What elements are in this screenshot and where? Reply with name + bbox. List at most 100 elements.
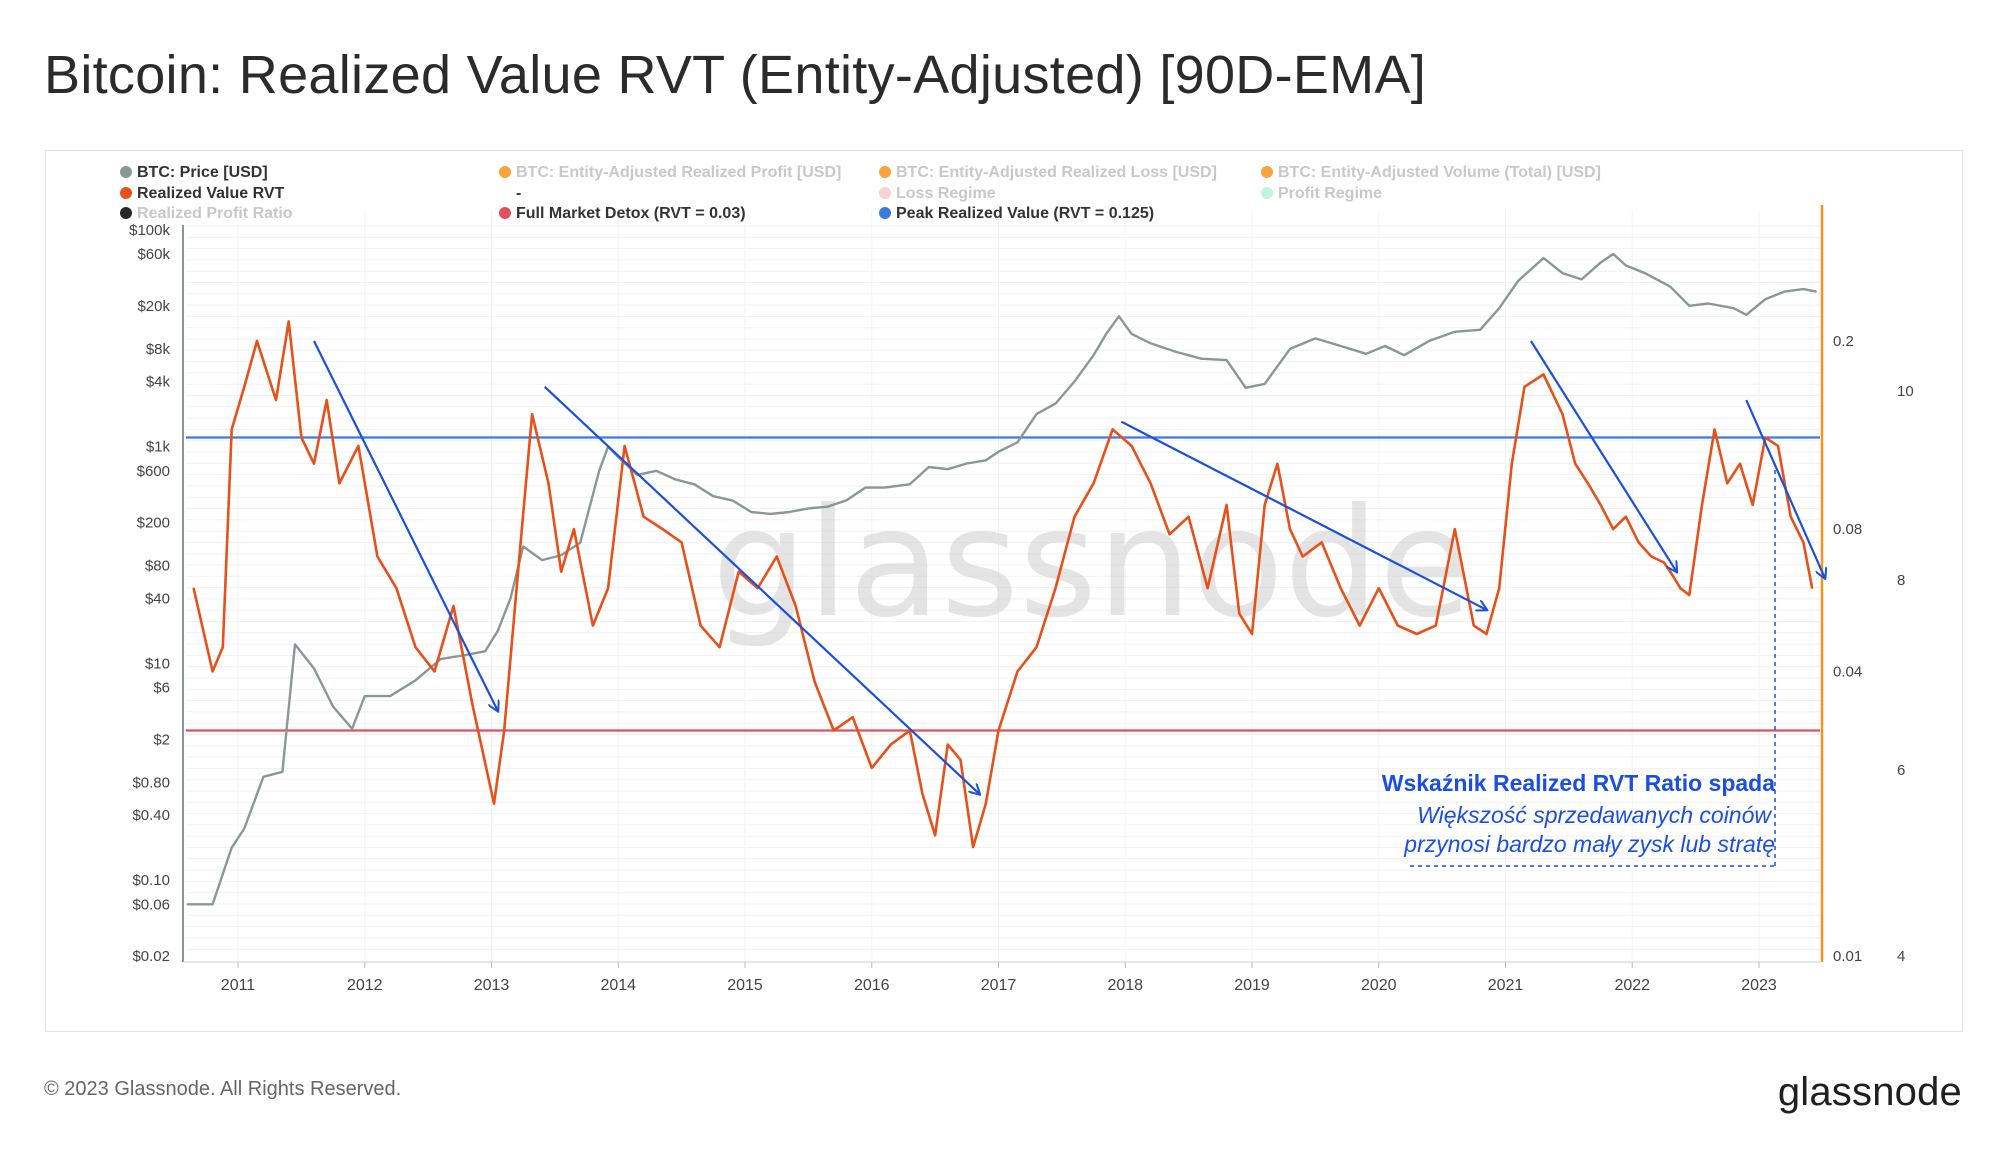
legend-marker	[120, 207, 132, 219]
series-point	[1092, 354, 1095, 357]
series-point	[1225, 504, 1228, 506]
series-point	[1802, 541, 1805, 544]
series-point	[1637, 541, 1640, 544]
series-point	[275, 399, 277, 401]
series-point	[1339, 587, 1342, 589]
series-point	[1244, 387, 1247, 389]
legend-marker	[1261, 187, 1273, 199]
series-point	[471, 704, 474, 706]
series-point	[211, 670, 214, 673]
trend-arrows	[313, 340, 1825, 794]
series-point	[1416, 633, 1418, 635]
series-point	[1511, 462, 1513, 465]
series-point	[541, 559, 543, 561]
series-point	[243, 827, 246, 830]
x-tick-label: 2022	[1614, 977, 1650, 994]
series-point	[1688, 305, 1691, 307]
series-point	[1289, 528, 1291, 530]
series-point	[1187, 515, 1190, 518]
x-tick-label: 2020	[1361, 977, 1397, 994]
y-right2-tick-label: 4	[1897, 948, 1905, 965]
series-point	[1599, 504, 1602, 506]
series-point	[1669, 285, 1672, 288]
legend-label: Peak Realized Value (RVT = 0.125)	[896, 205, 1154, 222]
legend-label: Loss Regime	[896, 185, 996, 202]
y-left-tick-label: $0.10	[132, 872, 170, 889]
series-point	[1625, 264, 1627, 267]
series-point	[230, 428, 233, 431]
x-tick-label: 2021	[1488, 977, 1524, 994]
series-point	[883, 486, 886, 489]
x-tick-label: 2013	[474, 977, 510, 994]
series-point	[712, 495, 715, 498]
x-tick-label: 2017	[981, 977, 1017, 994]
series-point	[300, 436, 303, 439]
footer-logo: glassnode	[1777, 1070, 1962, 1114]
series-point	[1092, 482, 1095, 485]
series-point	[1612, 253, 1614, 255]
series-point	[192, 587, 195, 589]
series-point	[1663, 561, 1665, 564]
series-point	[1251, 633, 1253, 635]
series-point	[997, 450, 1000, 453]
series-point	[788, 511, 791, 513]
legend-marker	[499, 166, 511, 178]
series-point	[1669, 570, 1672, 573]
legend-label: Full Market Detox (RVT = 0.03)	[516, 205, 746, 222]
series-point	[1580, 278, 1583, 281]
series-point	[1263, 383, 1266, 385]
series-point	[1403, 354, 1405, 357]
y-left-tick-label: $0.40	[132, 807, 170, 824]
series-point	[1130, 445, 1133, 447]
y-left-tick-label: $40	[145, 590, 170, 607]
y-right-tick-label: 0.08	[1833, 521, 1862, 538]
series-point	[607, 587, 609, 589]
series-point	[1574, 462, 1576, 465]
series-point	[1263, 504, 1266, 506]
series-point	[1561, 272, 1564, 274]
series-point	[680, 541, 683, 544]
series-point	[1339, 345, 1342, 347]
series-point	[997, 729, 1000, 732]
series-point	[414, 679, 417, 682]
series-point	[497, 630, 499, 632]
y-right2-tick-label: 10	[1897, 383, 1914, 400]
legend: BTC: Price [USD] BTC: Entity-Adjusted Rea…	[120, 164, 1601, 222]
series-point	[1732, 307, 1735, 310]
annotation-line-2: Większość sprzedawanych coinów	[1417, 802, 1772, 828]
series-point	[395, 587, 398, 589]
series-point	[750, 511, 753, 513]
series-point	[1054, 587, 1057, 589]
series-point	[864, 486, 867, 489]
series-point	[1542, 257, 1545, 259]
series-point	[813, 681, 816, 683]
series-point	[1644, 272, 1646, 274]
series-point	[256, 340, 258, 342]
legend-label: BTC: Entity-Adjusted Realized Loss [USD]	[896, 164, 1217, 181]
watermark: glassnode	[712, 477, 1471, 651]
series-point	[1498, 587, 1500, 589]
series-point	[1701, 504, 1703, 506]
y-left-tick-label: $6	[153, 680, 170, 697]
trend-arrow	[1745, 399, 1825, 578]
y-left-tick-label: $8k	[146, 341, 171, 358]
legend-label: Realized Value RVT	[137, 185, 285, 202]
series-point	[1397, 624, 1399, 627]
y-left-tick-label: $60k	[137, 246, 170, 263]
legend-marker	[120, 187, 132, 199]
y-left-tick-label: $4k	[146, 374, 171, 391]
series-point	[1320, 541, 1323, 544]
legend-label: BTC: Entity-Adjusted Realized Profit [US…	[516, 164, 841, 181]
series-point	[287, 320, 290, 323]
series-point	[518, 555, 521, 558]
y-left-tick-label: $200	[137, 515, 170, 532]
series-point	[845, 499, 848, 502]
y-right2-tick-label: 8	[1897, 572, 1905, 589]
series-point	[1035, 413, 1038, 415]
series-point	[769, 513, 772, 515]
legend-label: BTC: Price [USD]	[137, 164, 268, 181]
x-tick-label: 2018	[1107, 977, 1143, 994]
y-right-tick-label: 0.01	[1833, 948, 1862, 965]
y-left-tick-label: $0.02	[132, 948, 170, 965]
series-point	[389, 695, 391, 697]
